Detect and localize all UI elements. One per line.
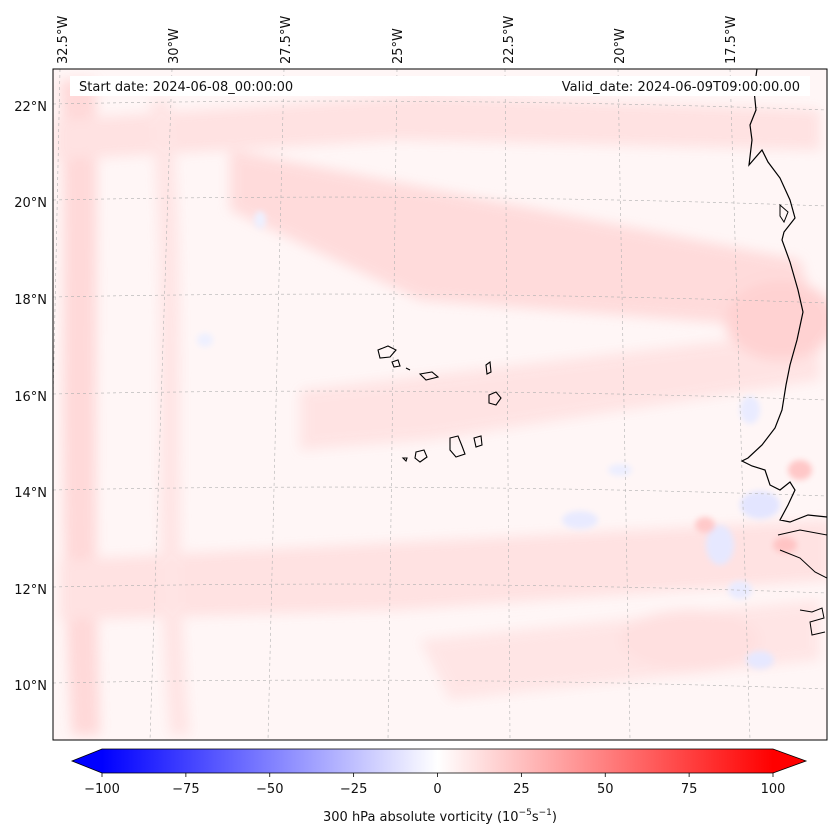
colorbar-gradient xyxy=(102,749,773,773)
colorbar-tick-label: −100 xyxy=(84,782,120,797)
colorbar-extend-high xyxy=(773,749,806,773)
map-frame xyxy=(52,68,828,741)
colorbar-label: 300 hPa absolute vorticity (10−5s−1) xyxy=(323,808,557,825)
colorbar: −100 −75 −50 −25 0 25 50 75 100 300 hPa absolute… xyxy=(70,748,808,825)
lat-label: 14°N xyxy=(14,486,47,501)
colorbar-tick-label: −75 xyxy=(172,782,199,797)
colorbar-tick-label: −50 xyxy=(256,782,283,797)
lat-label: 22°N xyxy=(14,100,47,115)
lat-label: 18°N xyxy=(14,293,47,308)
colorbar-tick-label: 50 xyxy=(597,782,614,797)
lat-label: 10°N xyxy=(14,679,47,694)
lon-label: 20°W xyxy=(613,28,628,64)
lon-label: 25°W xyxy=(391,28,406,64)
colorbar-tick-label: 0 xyxy=(433,782,441,797)
colorbar-extend-low xyxy=(72,749,102,773)
lon-label: 22.5°W xyxy=(502,16,517,64)
vorticity-field xyxy=(53,69,827,740)
cape-verde-islands xyxy=(377,345,502,463)
colorbar-tick-label: 75 xyxy=(681,782,698,797)
lon-label: 32.5°W xyxy=(56,16,71,64)
colorbar-ticks: −100 −75 −50 −25 0 25 50 75 100 xyxy=(84,773,785,797)
africa-coastline xyxy=(740,69,827,523)
lon-label: 17.5°W xyxy=(724,16,739,64)
lon-label: 30°W xyxy=(167,28,182,64)
colorbar-tick-label: 100 xyxy=(761,782,786,797)
latitude-labels: 22°N 20°N 18°N 16°N 14°N 12°N 10°N xyxy=(14,100,47,694)
gridlines xyxy=(53,69,827,740)
colorbar-tick-label: 25 xyxy=(513,782,530,797)
lat-label: 20°N xyxy=(14,196,47,211)
longitude-labels: 32.5°W 30°W 27.5°W 25°W 22.5°W 20°W 17.5… xyxy=(56,16,739,64)
colorbar-tick-label: −25 xyxy=(340,782,367,797)
start-date-label: Start date: 2024-06-08_00:00:00 xyxy=(79,80,293,95)
valid-date-label: Valid_date: 2024-06-09T09:00:00.00 xyxy=(562,80,800,95)
lon-label: 27.5°W xyxy=(279,16,294,64)
lat-label: 12°N xyxy=(14,583,47,598)
lat-label: 16°N xyxy=(14,390,47,405)
